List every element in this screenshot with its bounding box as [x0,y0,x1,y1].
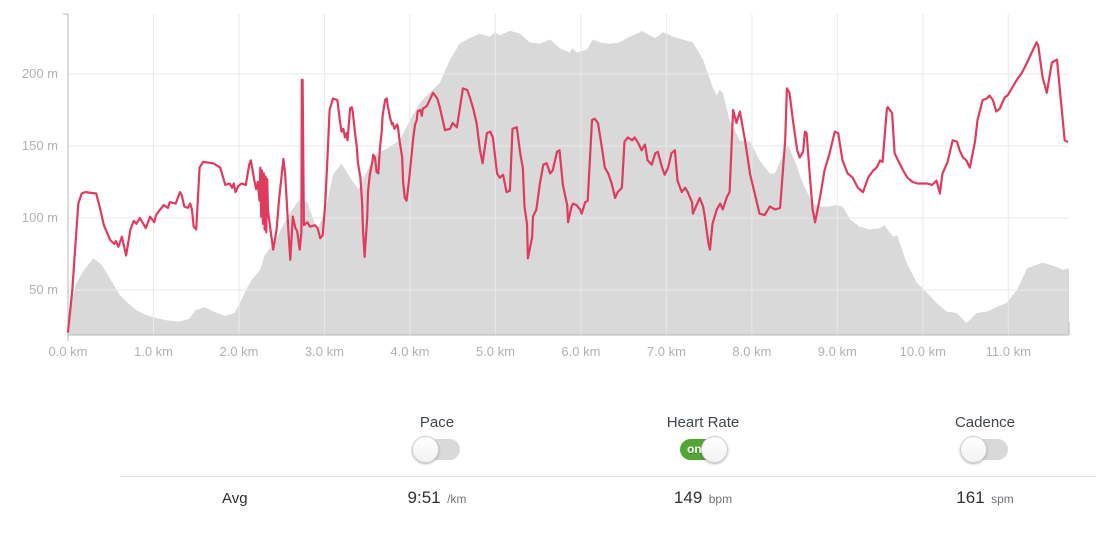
x-axis-tick-label: 7.0 km [647,344,686,359]
y-axis-tick-label: 50 m [29,282,58,297]
y-axis-tick-label: 150 m [22,138,58,153]
avg-pace-unit: /km [447,492,467,506]
avg-heart-rate-unit: bpm [708,492,733,506]
x-axis-tick-label: 8.0 km [732,344,771,359]
y-axis-tick-label: 100 m [22,210,58,225]
heart-rate-toggle-state: on [687,442,702,456]
cadence-toggle-knob [960,436,987,463]
elevation-area [68,30,1069,336]
heart-rate-toggle-group: Heart Rate on [623,414,783,463]
cadence-label: Cadence [954,414,1016,431]
y-axis-tick-label: 200 m [22,66,58,81]
x-axis-tick-label: 6.0 km [561,344,600,359]
avg-pace-value: 9:51 [407,488,441,507]
heart-rate-line [66,41,1069,333]
x-axis-tick-label: 10.0 km [900,344,946,359]
elevation-heart-rate-chart[interactable]: 200 m 150 m 100 m 50 m 0.0 km 1.0 km 2.0 km 3.0… [0,0,1113,372]
avg-heart-rate-value: 149 [673,488,703,507]
heart-rate-toggle-knob [701,436,728,463]
x-axis-tick-label: 2.0 km [219,344,258,359]
x-axis-tick-label: 3.0 km [305,344,344,359]
avg-cadence-stat: 161 spm [885,488,1085,508]
pace-toggle-group: Pace [357,414,517,463]
heart-rate-label: Heart Rate [666,414,740,431]
avg-heart-rate-stat: 149 bpm [603,488,803,508]
x-axis-tick-label: 5.0 km [476,344,515,359]
x-axis-tick-label: 11.0 km [986,344,1031,359]
avg-pace-stat: 9:51 /km [337,488,537,508]
cadence-toggle-group: Cadence [905,414,1065,463]
avg-cadence-unit: spm [991,492,1014,506]
pace-toggle[interactable] [412,436,460,463]
avg-row-label: Avg [222,490,248,507]
x-axis-tick-label: 4.0 km [390,344,429,359]
x-axis-tick-label: 0.0 km [48,344,87,359]
pace-toggle-knob [412,436,439,463]
stats-divider [120,476,1096,477]
x-axis-tick-label: 1.0 km [134,344,173,359]
heart-rate-toggle[interactable]: on [680,436,728,463]
cadence-toggle[interactable] [960,436,1008,463]
x-axis-tick-label: 9.0 km [818,344,857,359]
pace-label: Pace [419,414,455,431]
avg-cadence-value: 161 [956,488,985,507]
